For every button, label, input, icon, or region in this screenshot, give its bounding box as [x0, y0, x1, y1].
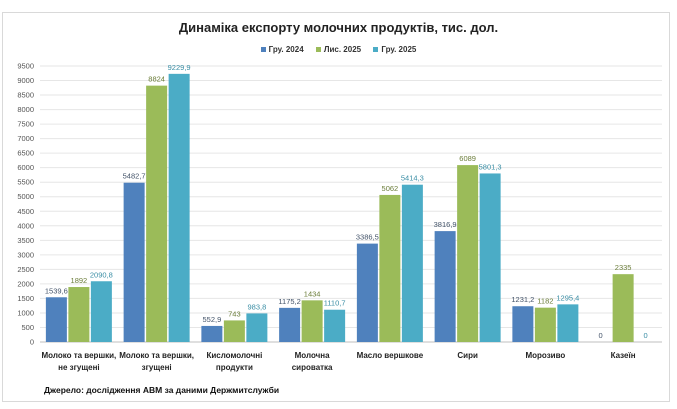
x-category-label: Кисломолочні	[206, 351, 262, 360]
y-tick-label: 4500	[17, 207, 34, 216]
data-label: 2335	[615, 263, 632, 272]
data-label: 1539,6	[45, 286, 68, 295]
data-label: 0	[644, 331, 648, 340]
bar	[168, 73, 190, 343]
legend-label: Гру. 2024	[268, 45, 304, 54]
legend-swatch	[373, 47, 379, 53]
bar	[434, 231, 456, 342]
bar	[301, 300, 323, 342]
data-label: 1175,2	[278, 297, 300, 306]
data-label: 983,8	[247, 302, 266, 311]
y-tick-label: 1000	[17, 308, 34, 317]
y-tick-label: 6500	[17, 149, 34, 158]
bar	[534, 307, 556, 342]
data-label: 5062	[382, 184, 399, 193]
y-tick-label: 6000	[17, 163, 34, 172]
bar	[68, 287, 90, 342]
data-label: 552,9	[202, 315, 221, 324]
x-category-label: згущені	[142, 363, 172, 372]
bar	[146, 85, 168, 342]
legend: Гру. 2024 Лис. 2025 Гру. 2025	[0, 45, 677, 54]
x-category-label: Молочна	[295, 351, 330, 360]
y-tick-label: 3500	[17, 236, 34, 245]
bar	[512, 306, 534, 342]
data-label: 1434	[304, 289, 321, 298]
y-tick-label: 7000	[17, 134, 34, 143]
bar	[90, 281, 112, 342]
y-tick-label: 1500	[17, 294, 34, 303]
bar	[479, 173, 501, 342]
y-tick-label: 500	[21, 323, 34, 332]
bar	[612, 274, 634, 342]
x-category-label: Сири	[457, 351, 478, 360]
data-label: 5414,3	[401, 174, 424, 183]
bar	[246, 313, 268, 342]
legend-item: Лис. 2025	[315, 45, 362, 54]
data-label: 0	[599, 331, 603, 340]
legend-label: Гру. 2025	[381, 45, 417, 54]
x-category-label: продукти	[216, 363, 253, 372]
bar	[356, 243, 378, 342]
y-tick-label: 5000	[17, 192, 34, 201]
y-tick-label: 8000	[17, 105, 34, 114]
legend-item: Гру. 2024	[260, 45, 304, 54]
data-label: 3816,9	[434, 220, 457, 229]
legend-swatch	[315, 47, 321, 53]
x-category-label: Казеїн	[611, 351, 636, 360]
chart-title: Динаміка експорту молочних продуктів, ти…	[178, 20, 499, 35]
y-tick-label: 8500	[17, 91, 34, 100]
y-tick-label: 4000	[17, 221, 34, 230]
data-label: 1231,2	[511, 295, 534, 304]
bar	[279, 307, 301, 342]
legend-label: Лис. 2025	[323, 45, 362, 54]
x-category-label: не згущені	[58, 363, 100, 372]
bar	[401, 184, 423, 342]
data-label: 2090,8	[90, 270, 113, 279]
x-category-label: Масло вершкове	[357, 351, 424, 360]
legend-item: Гру. 2025	[373, 45, 416, 54]
data-label: 1110,7	[324, 299, 346, 308]
bar	[457, 165, 479, 342]
x-category-label: сироватка	[292, 363, 333, 372]
y-tick-label: 0	[30, 338, 34, 347]
bar	[379, 194, 401, 342]
bar	[201, 325, 223, 342]
legend-swatch	[260, 47, 266, 53]
data-label: 8824	[148, 75, 165, 84]
bar	[324, 309, 346, 342]
data-label: 1295,4	[556, 293, 579, 302]
x-category-label: Морозиво	[525, 351, 565, 360]
source-note: Джерело: дослідження АВМ за даними Держм…	[44, 385, 280, 395]
data-label: 743	[228, 309, 241, 318]
y-tick-label: 9500	[17, 62, 34, 71]
y-tick-label: 7500	[17, 120, 34, 129]
bar	[557, 304, 579, 342]
data-label: 1182	[537, 297, 553, 306]
bar	[45, 297, 67, 342]
data-label: 5482,7	[123, 172, 146, 181]
data-label: 1892	[71, 276, 88, 285]
bar	[223, 320, 245, 342]
y-tick-label: 3000	[17, 250, 34, 259]
y-tick-label: 9000	[17, 76, 34, 85]
y-tick-label: 2500	[17, 265, 34, 274]
y-tick-label: 2000	[17, 279, 34, 288]
x-category-label: Молоко та вершки,	[41, 351, 116, 360]
data-label: 3386,5	[356, 233, 379, 242]
data-label: 9229,9	[168, 63, 191, 72]
y-tick-label: 5500	[17, 178, 34, 187]
bar	[123, 182, 145, 342]
data-label: 5801,3	[479, 162, 502, 171]
x-category-label: Молоко та вершки,	[119, 351, 194, 360]
data-label: 6089	[459, 154, 476, 163]
